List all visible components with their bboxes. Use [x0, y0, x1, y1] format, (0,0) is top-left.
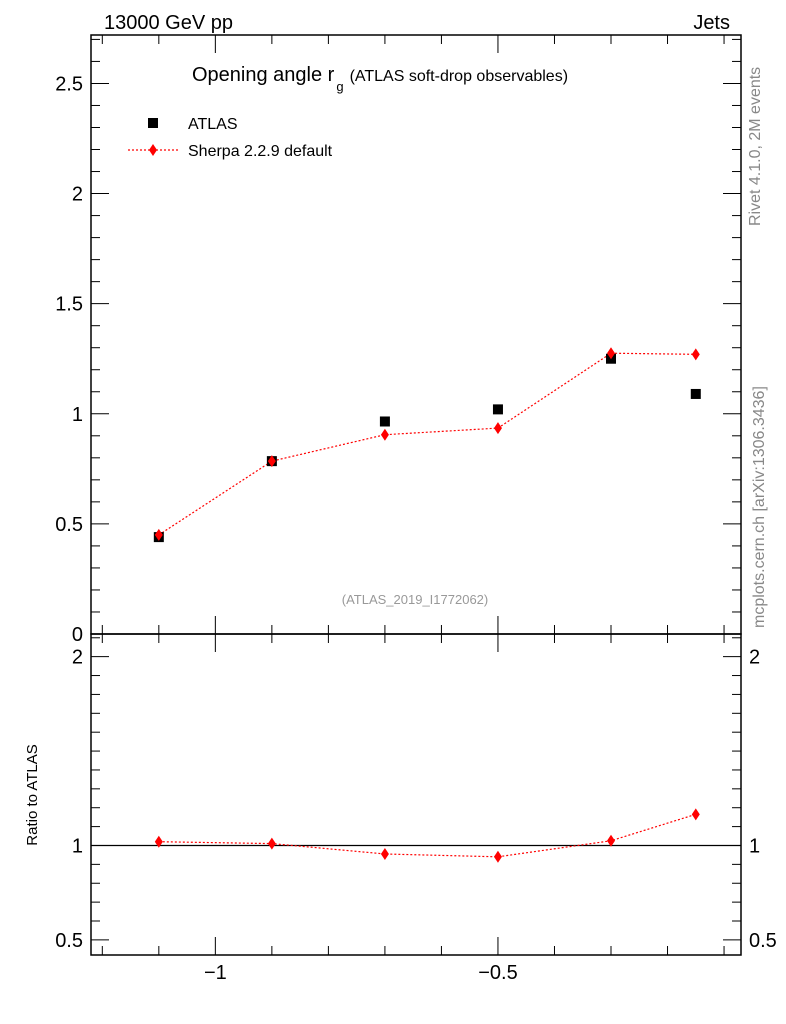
ratio-ytick-label: 2 — [72, 647, 83, 669]
atlas-point — [379, 416, 390, 427]
main-ytick-label: 1 — [72, 404, 83, 426]
x-axis-ticks: −1 −0.5 — [101, 35, 725, 984]
sherpa-line — [158, 352, 696, 536]
ratio-panel-frame — [90, 633, 742, 956]
xtick-label: −0.5 — [478, 962, 517, 984]
sherpa-point — [607, 347, 615, 360]
sherpa-point — [691, 348, 700, 361]
legend: ATLAS Sherpa 2.2.9 default — [128, 116, 333, 160]
legend-atlas-label: ATLAS — [188, 116, 238, 133]
xtick-label: −1 — [204, 962, 227, 984]
header-left: 13000 GeV pp — [104, 12, 233, 34]
main-ytick-label: 0.5 — [55, 514, 83, 536]
ratio-sherpa-point — [493, 850, 502, 863]
ratio-sherpa-point — [607, 834, 615, 847]
main-ytick-label: 0 — [72, 624, 83, 646]
main-panel-ticks: 0 0.5 1 1.5 2 2.5 — [55, 38, 741, 646]
mcplots-label: mcplots.cern.ch [arXiv:1306.3436] — [751, 386, 768, 628]
ratio-sherpa-point — [154, 835, 163, 848]
main-panel-data — [153, 347, 701, 543]
chart-title-suffix: (ATLAS soft-drop observables) — [350, 68, 568, 85]
sherpa-point — [380, 428, 389, 441]
ratio-sherpa-point — [380, 847, 389, 860]
ratio-sherpa-point — [691, 808, 700, 821]
rivet-label: Rivet 4.1.0, 2M events — [747, 67, 764, 226]
atlas-point — [492, 404, 503, 415]
sherpa-point — [493, 422, 502, 435]
atlas-point — [690, 388, 701, 399]
main-ytick-label: 2 — [72, 184, 83, 206]
chart-title-subscript: g — [336, 79, 343, 94]
legend-sherpa-marker — [149, 144, 157, 156]
analysis-id: (ATLAS_2019_I1772062) — [342, 592, 488, 607]
ratio-axis-label: Ratio to ATLAS — [24, 744, 41, 845]
chart-title-main: Opening angle r — [192, 64, 335, 86]
legend-atlas-marker — [148, 118, 158, 128]
ratio-ytick-label-right: 0.5 — [749, 930, 777, 952]
main-ytick-label: 1.5 — [55, 294, 83, 316]
ratio-ytick-label: 0.5 — [55, 930, 83, 952]
sherpa-point — [267, 455, 276, 468]
header-right: Jets — [693, 12, 730, 34]
ratio-sherpa-line — [158, 813, 696, 858]
ratio-ytick-label: 1 — [72, 835, 83, 857]
ratio-ytick-label-right: 1 — [749, 835, 760, 857]
ratio-ytick-label-right: 2 — [749, 647, 760, 669]
legend-sherpa-label: Sherpa 2.2.9 default — [188, 143, 333, 160]
sherpa-point — [154, 528, 163, 541]
ratio-sherpa-point — [267, 837, 276, 850]
ratio-panel-ticks: 0.5 0.5 1 1 2 2 — [55, 637, 777, 952]
chart-title: Opening angle rg (ATLAS soft-drop observa… — [192, 64, 568, 94]
main-ytick-label: 2.5 — [55, 73, 83, 95]
ratio-panel-data — [154, 808, 700, 863]
